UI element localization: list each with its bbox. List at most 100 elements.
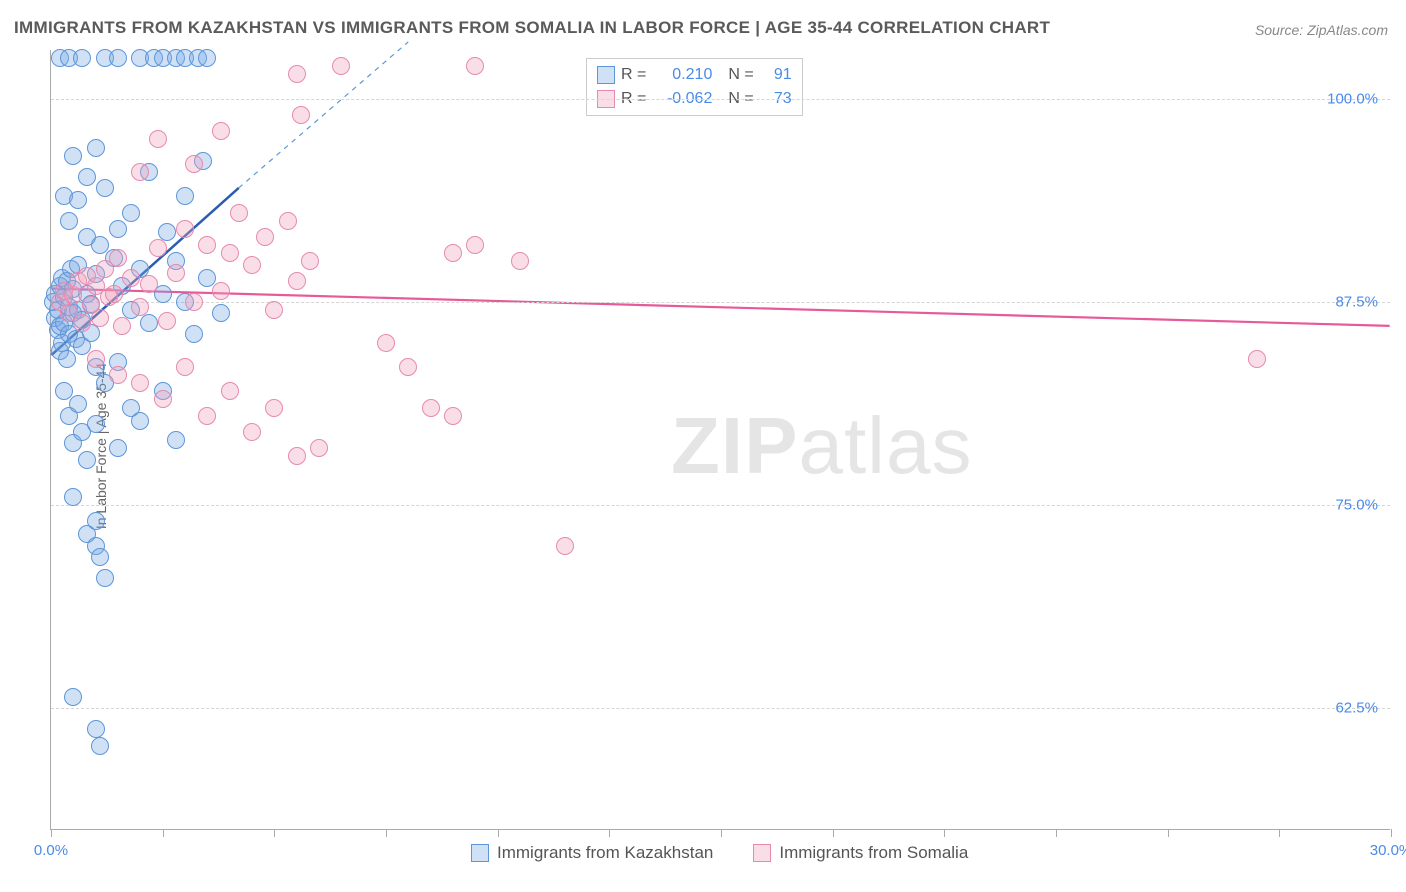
data-point (131, 163, 149, 181)
data-point (105, 285, 123, 303)
data-point (91, 309, 109, 327)
data-point (69, 395, 87, 413)
data-point (78, 168, 96, 186)
data-point (158, 223, 176, 241)
data-point (1248, 350, 1266, 368)
data-point (185, 155, 203, 173)
data-point (221, 244, 239, 262)
x-tick-label-right: 30.0% (1370, 842, 1406, 859)
data-point (176, 220, 194, 238)
data-point (87, 139, 105, 157)
data-point (399, 358, 417, 376)
y-tick-label: 87.5% (1335, 293, 1378, 310)
scatter-chart: ZIPatlas R =0.210N =91R =-0.062N =73 Imm… (50, 50, 1390, 830)
data-point (185, 325, 203, 343)
data-point (64, 488, 82, 506)
gridline (51, 708, 1390, 709)
data-point (167, 431, 185, 449)
x-tick (163, 829, 164, 837)
data-point (140, 314, 158, 332)
data-point (109, 366, 127, 384)
legend-item: Immigrants from Kazakhstan (471, 843, 713, 863)
x-tick (498, 829, 499, 837)
data-point (73, 314, 91, 332)
data-point (212, 282, 230, 300)
data-point (96, 569, 114, 587)
data-point (87, 512, 105, 530)
data-point (288, 272, 306, 290)
x-tick (944, 829, 945, 837)
legend-series-name: Immigrants from Somalia (779, 843, 968, 863)
data-point (149, 239, 167, 257)
data-point (78, 451, 96, 469)
data-point (377, 334, 395, 352)
data-point (131, 298, 149, 316)
legend-row: R =0.210N =91 (597, 63, 792, 87)
legend-n-label: N = (728, 66, 753, 84)
data-point (176, 358, 194, 376)
data-point (109, 249, 127, 267)
legend-swatch (753, 844, 771, 862)
data-point (243, 423, 261, 441)
data-point (73, 49, 91, 67)
data-point (556, 537, 574, 555)
data-point (422, 399, 440, 417)
correlation-legend: R =0.210N =91R =-0.062N =73 (586, 58, 803, 116)
data-point (265, 301, 283, 319)
data-point (279, 212, 297, 230)
x-tick (386, 829, 387, 837)
legend-series-name: Immigrants from Kazakhstan (497, 843, 713, 863)
gridline (51, 505, 1390, 506)
x-tick (721, 829, 722, 837)
data-point (265, 399, 283, 417)
data-point (109, 49, 127, 67)
data-point (64, 688, 82, 706)
data-point (131, 412, 149, 430)
data-point (256, 228, 274, 246)
data-point (292, 106, 310, 124)
data-point (149, 130, 167, 148)
legend-item: Immigrants from Somalia (753, 843, 968, 863)
x-tick (51, 829, 52, 837)
data-point (288, 447, 306, 465)
data-point (87, 415, 105, 433)
data-point (444, 244, 462, 262)
data-point (198, 49, 216, 67)
data-point (212, 304, 230, 322)
data-point (131, 374, 149, 392)
data-point (96, 179, 114, 197)
data-point (87, 720, 105, 738)
data-point (91, 737, 109, 755)
data-point (444, 407, 462, 425)
trend-line (51, 289, 1389, 326)
data-point (109, 439, 127, 457)
data-point (185, 293, 203, 311)
x-tick (1279, 829, 1280, 837)
data-point (288, 65, 306, 83)
data-point (109, 220, 127, 238)
data-point (198, 236, 216, 254)
data-point (198, 407, 216, 425)
x-tick (1056, 829, 1057, 837)
legend-r-value: 0.210 (654, 66, 712, 84)
data-point (176, 187, 194, 205)
legend-swatch (471, 844, 489, 862)
data-point (243, 256, 261, 274)
data-point (154, 390, 172, 408)
data-point (140, 275, 158, 293)
source-label: Source: ZipAtlas.com (1255, 22, 1388, 38)
data-point (64, 147, 82, 165)
x-tick (1168, 829, 1169, 837)
data-point (69, 191, 87, 209)
data-point (122, 269, 140, 287)
data-point (113, 317, 131, 335)
y-tick-label: 75.0% (1335, 497, 1378, 514)
data-point (301, 252, 319, 270)
data-point (230, 204, 248, 222)
y-tick-label: 62.5% (1335, 700, 1378, 717)
trend-line (239, 42, 409, 188)
data-point (60, 212, 78, 230)
gridline (51, 302, 1390, 303)
legend-swatch (597, 66, 615, 84)
x-tick-label-left: 0.0% (34, 842, 68, 859)
